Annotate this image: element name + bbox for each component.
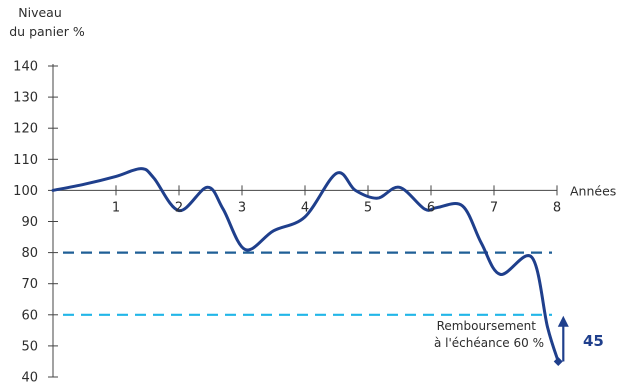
y-tick-label: 40	[21, 371, 38, 385]
y-tick-label: 90	[21, 215, 38, 230]
annotation-line1: Remboursement	[437, 319, 537, 333]
reference-lines-layer	[63, 251, 552, 316]
series-line-0	[51, 167, 560, 363]
payoff-arrow-head	[557, 315, 569, 327]
y-tick-label: 140	[13, 60, 38, 75]
y-axis-title-line1: Niveau	[18, 5, 62, 20]
y-axis-title-line2: du panier %	[9, 24, 85, 39]
end-point-marker	[553, 356, 563, 366]
x-tick-label: 6	[427, 200, 435, 215]
y-tick-label: 120	[13, 122, 38, 137]
x-tick-label: 8	[553, 200, 561, 215]
x-tick-label: 5	[364, 200, 372, 215]
y-tick-label: 50	[21, 339, 38, 354]
axes-layer	[48, 64, 558, 378]
x-tick-label: 2	[175, 200, 183, 215]
series-layer	[51, 167, 563, 366]
x-axis-title: Années	[570, 183, 616, 198]
x-tick-label: 3	[238, 200, 246, 215]
y-tick-label: 60	[21, 308, 38, 323]
y-tick-label: 80	[21, 246, 38, 261]
y-tick-label: 130	[13, 91, 38, 106]
y-tick-label: 100	[13, 184, 38, 199]
x-tick-label: 1	[112, 200, 120, 215]
y-tick-label: 110	[13, 153, 38, 168]
x-tick-label: 4	[301, 200, 309, 215]
annotation-line2: à l'échéance 60 %	[434, 336, 544, 350]
final-value-label: 45	[583, 332, 604, 350]
y-tick-label: 70	[21, 277, 38, 292]
annotation-layer	[557, 315, 569, 362]
x-tick-label: 7	[490, 200, 498, 215]
